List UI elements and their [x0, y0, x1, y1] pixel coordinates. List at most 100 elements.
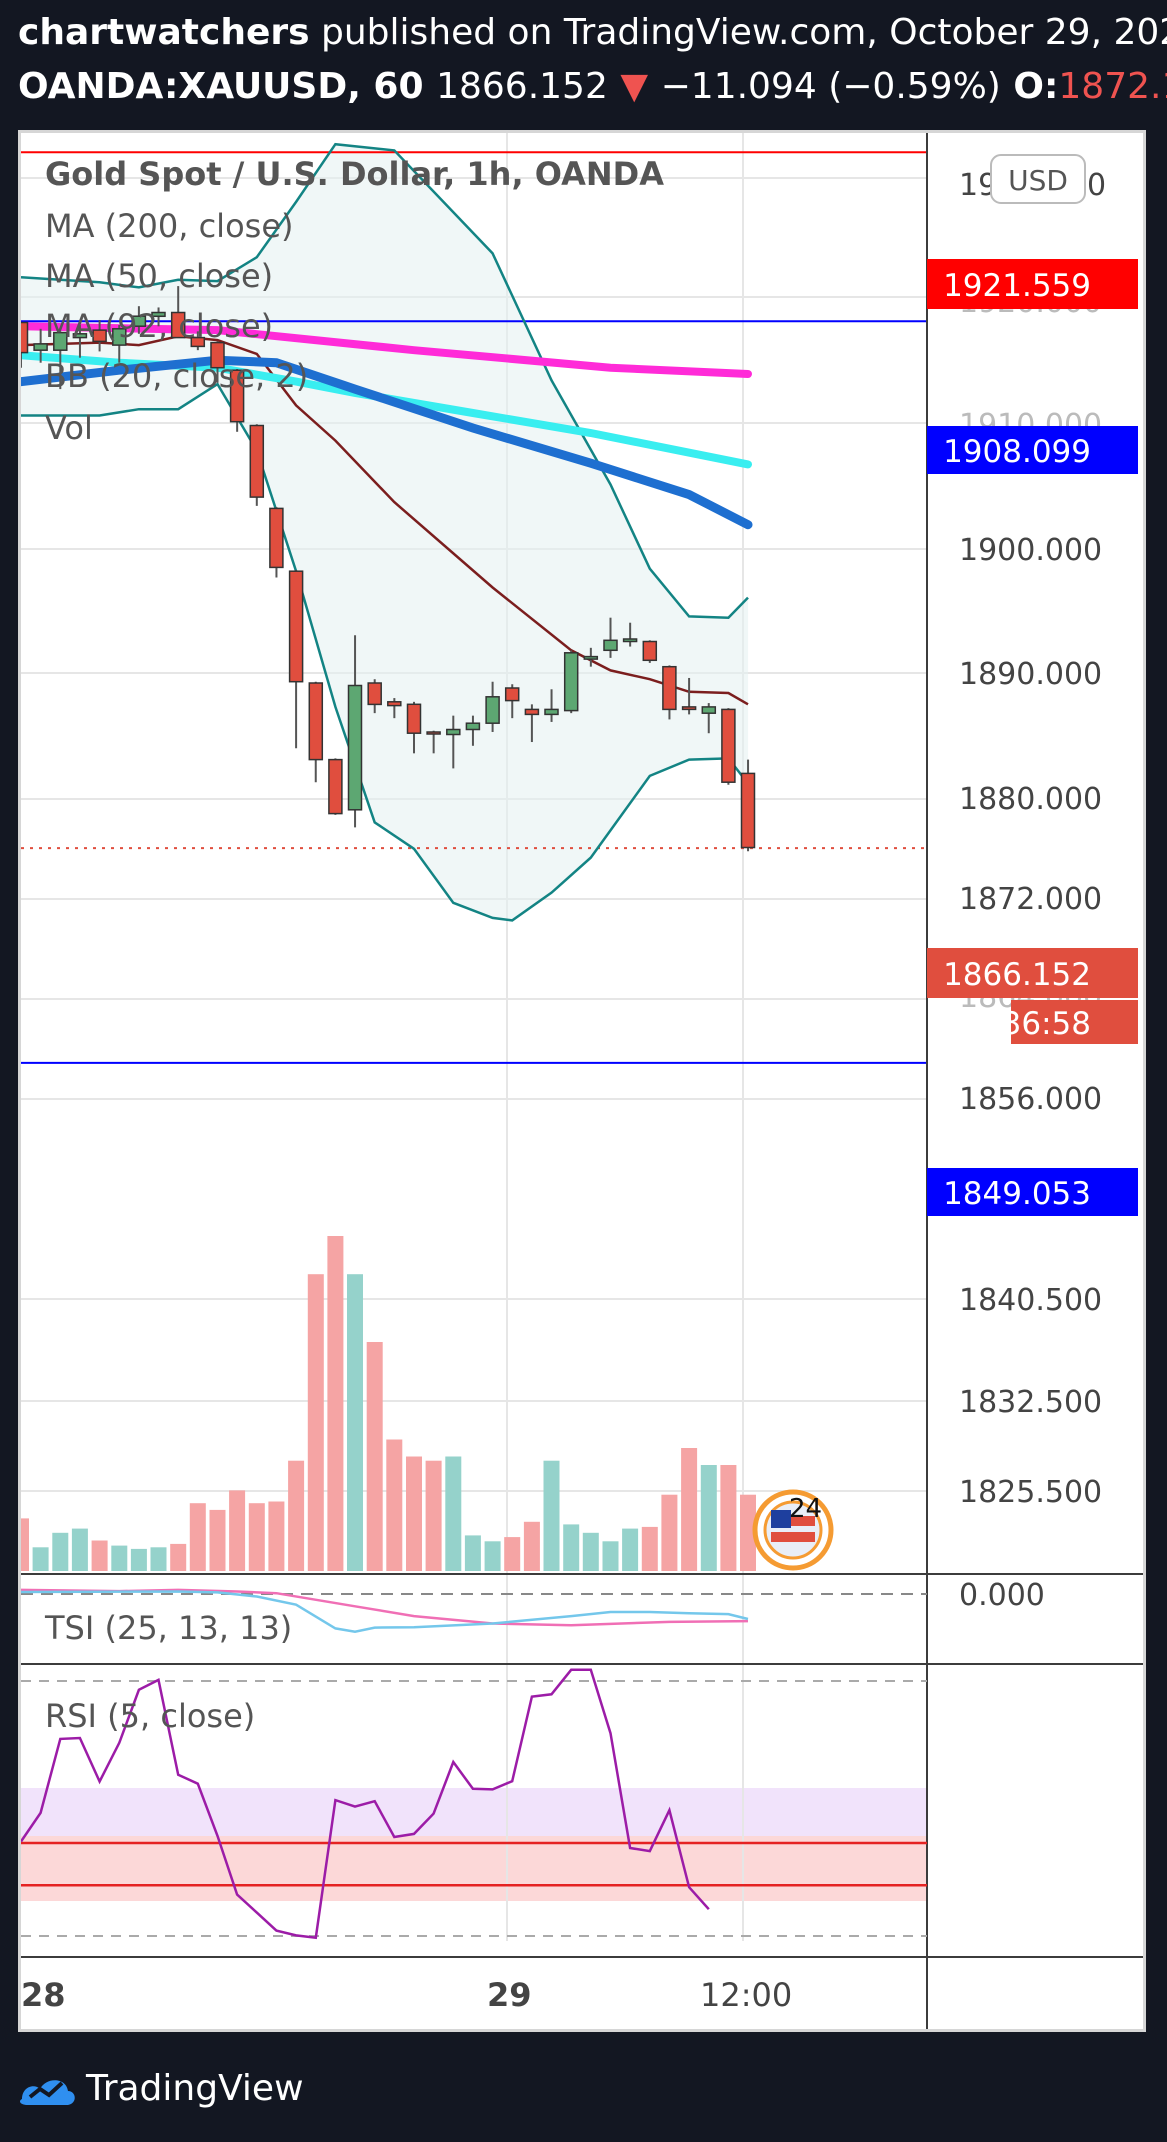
- candle-body: [387, 701, 402, 707]
- candle: [72, 325, 88, 358]
- candle-body: [229, 369, 245, 423]
- volume-bars: [21, 1236, 756, 1571]
- candle: [151, 307, 166, 327]
- author-name[interactable]: chartwatchers: [18, 12, 310, 53]
- ma-50-line: [21, 355, 753, 530]
- rsi-line: [21, 1668, 710, 1940]
- chart-canvas[interactable]: Gold Spot / U.S. Dollar, 1h, OANDA MA (2…: [21, 133, 1143, 2029]
- volume-bar: [248, 1503, 265, 1571]
- volume-bar: [91, 1540, 108, 1571]
- volume-bar: [681, 1448, 698, 1571]
- ma-200-line: [21, 322, 752, 378]
- candle-body: [406, 703, 422, 734]
- volume-bar: [71, 1528, 88, 1571]
- volume-bar: [170, 1543, 187, 1571]
- volume-bar: [406, 1456, 422, 1571]
- open-label: O:: [1013, 66, 1059, 107]
- tick-1880: 1880.000: [959, 782, 1102, 817]
- bb-upper-line: [21, 142, 749, 619]
- volume-bar: [288, 1460, 305, 1571]
- footer: TradingView: [0, 2040, 1167, 2142]
- tradingview-logo[interactable]: TradingView: [16, 2068, 304, 2109]
- volume-bar: [504, 1537, 521, 1571]
- candle: [701, 703, 717, 734]
- candle-body: [642, 640, 658, 662]
- candle-body: [544, 708, 559, 716]
- volume-bar: [445, 1456, 462, 1571]
- candle: [465, 715, 481, 746]
- chart-frame: Gold Spot / U.S. Dollar, 1h, OANDA MA (2…: [18, 130, 1146, 2032]
- marker-last: 1866.152: [943, 957, 1091, 993]
- tsi-line: [21, 1588, 749, 1627]
- tick-1840-5: 1840.500: [959, 1283, 1102, 1318]
- tsi-label[interactable]: TSI (25, 13, 13): [44, 1609, 292, 1647]
- event-badge-count: 24: [789, 1494, 822, 1524]
- open-value: 1872.127: [1058, 66, 1167, 107]
- candle: [92, 320, 107, 352]
- price-change: −11.094 (−0.59%): [660, 66, 1001, 107]
- countdown-bg: [1011, 1000, 1138, 1044]
- candle: [446, 715, 461, 769]
- time-label-28: 28: [21, 1976, 66, 2014]
- volume-bar: [150, 1547, 167, 1571]
- candle-body: [681, 706, 697, 711]
- candle-body: [92, 329, 107, 343]
- candle: [603, 617, 618, 658]
- candle: [387, 698, 402, 719]
- candle-body: [328, 758, 343, 815]
- volume-bar: [602, 1541, 619, 1571]
- tick-1832-5: 1832.500: [959, 1385, 1102, 1420]
- candle: [308, 681, 324, 783]
- candle-body: [721, 708, 736, 783]
- volume-bar: [386, 1439, 403, 1571]
- tick-1825-5: 1825.500: [959, 1475, 1102, 1510]
- candle-body: [21, 321, 29, 354]
- marker-last-bg: [927, 948, 1138, 998]
- candle: [721, 708, 736, 785]
- volume-bar: [111, 1545, 128, 1571]
- volume-bar: [347, 1274, 363, 1571]
- tradingview-wordmark: TradingView: [86, 2068, 304, 2109]
- chart-grid: [21, 133, 927, 1941]
- legend-ma92[interactable]: MA (92, close): [45, 307, 273, 345]
- price-markers: 1921.559 1908.099 1866.152 36:58 1849.05…: [927, 259, 1138, 1216]
- candle: [269, 507, 284, 578]
- rsi-label[interactable]: RSI (5, close): [45, 1697, 255, 1735]
- indicator-lines: [21, 142, 753, 922]
- legend-ma200[interactable]: MA (200, close): [45, 207, 293, 245]
- currency-button[interactable]: USD: [990, 154, 1086, 204]
- candlesticks: [21, 286, 756, 852]
- volume-bar: [543, 1460, 560, 1571]
- candle-body: [603, 639, 618, 652]
- countdown: 36:58: [1002, 1006, 1091, 1042]
- candle: [622, 622, 638, 647]
- candle: [347, 635, 363, 828]
- tradingview-logo-icon: [20, 2079, 75, 2105]
- volume-bar: [563, 1524, 580, 1571]
- legend-vol[interactable]: Vol: [45, 409, 93, 447]
- legend-ma50[interactable]: MA (50, close): [45, 257, 273, 295]
- candle-body: [740, 772, 756, 849]
- economic-event-badge[interactable]: 24: [752, 1489, 834, 1571]
- candle-body: [249, 424, 265, 498]
- legend-bb[interactable]: BB (20, close, 2): [45, 357, 308, 395]
- candle-body: [504, 687, 520, 702]
- candle: [740, 759, 756, 852]
- candle: [21, 321, 29, 368]
- price-axis[interactable]: 1920.000 1910.000 1864.000 19 0 1900.000…: [959, 168, 1106, 1613]
- last-price: 1866.152: [436, 66, 608, 107]
- candle-body: [367, 682, 382, 706]
- marker-1921: 1921.559: [943, 268, 1091, 304]
- tick-zero: 0.000: [959, 1578, 1045, 1613]
- marker-1849-bg: [927, 1168, 1138, 1216]
- candle-body: [190, 336, 206, 348]
- candle: [662, 665, 677, 720]
- published-text: published on TradingView.com, October 29…: [321, 12, 1167, 53]
- candle-body: [524, 708, 540, 716]
- candle-body: [446, 728, 461, 736]
- publish-line: chartwatchers published on TradingView.c…: [18, 12, 1167, 53]
- candle-body: [426, 731, 441, 735]
- marker-1908-bg: [927, 426, 1138, 474]
- time-axis[interactable]: 28 29 12:00: [21, 1976, 792, 2014]
- volume-bar: [327, 1236, 344, 1571]
